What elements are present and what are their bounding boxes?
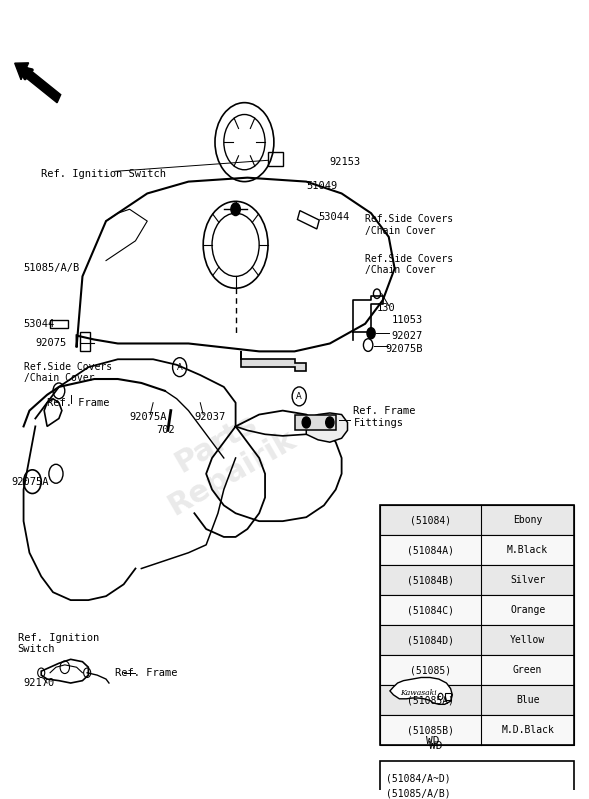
Polygon shape [77,177,395,352]
Polygon shape [294,415,336,431]
Bar [297,211,319,229]
Text: 92027: 92027 [392,331,423,340]
Text: (51084): (51084) [410,515,451,526]
Text: 92075B: 92075B [386,344,423,354]
Text: (51084A): (51084A) [407,546,454,555]
Circle shape [302,417,310,428]
Text: (51085/A/B): (51085/A/B) [386,789,451,799]
Text: 92075: 92075 [35,339,67,348]
Text: Kawasaki: Kawasaki [400,690,436,698]
Text: 130: 130 [377,303,396,313]
Text: A: A [177,363,183,372]
Bar [50,320,68,328]
Text: (51085A): (51085A) [407,695,454,706]
Circle shape [231,203,240,216]
Bar [268,152,283,166]
FancyBboxPatch shape [380,595,574,626]
Text: 11053: 11053 [392,315,423,325]
Text: 92075A: 92075A [12,477,49,487]
Polygon shape [306,413,348,442]
Text: (51085): (51085) [410,666,451,675]
Text: 92075A: 92075A [130,412,167,422]
Text: Ref. Frame
Fittings: Ref. Frame Fittings [353,406,416,427]
Text: Ref. Frame: Ref. Frame [47,398,110,407]
FancyBboxPatch shape [380,715,574,745]
Text: Ref.Side Covers
/Chain Cover: Ref.Side Covers /Chain Cover [365,254,454,276]
Text: Green: Green [513,666,542,675]
FancyBboxPatch shape [380,505,574,535]
Text: (51084B): (51084B) [407,575,454,586]
Text: WD: WD [426,736,439,745]
Text: 92153: 92153 [330,157,361,167]
Polygon shape [41,659,88,683]
Text: 92037: 92037 [194,412,226,422]
Text: 53044: 53044 [24,319,55,328]
Text: Blue: Blue [516,695,540,706]
Text: 92170: 92170 [24,678,55,688]
Text: Ref. Ignition Switch: Ref. Ignition Switch [41,169,166,179]
FancyBboxPatch shape [380,566,574,595]
Text: 53044: 53044 [318,213,349,222]
Text: WD: WD [429,741,442,751]
FancyArrow shape [15,63,61,103]
Text: Ref.Side Covers
/Chain Cover: Ref.Side Covers /Chain Cover [365,214,454,236]
Text: 51085/A/B: 51085/A/B [24,264,80,273]
Text: Silver: Silver [510,575,545,586]
Text: (51084C): (51084C) [407,606,454,615]
Text: 702: 702 [156,425,175,435]
Polygon shape [44,399,62,427]
FancyBboxPatch shape [380,686,574,715]
Text: Ref.Side Covers
/Chain Cover: Ref.Side Covers /Chain Cover [24,362,112,384]
Text: 51049: 51049 [306,181,337,190]
Text: A: A [296,392,302,401]
Circle shape [326,417,334,428]
Text: Yellow: Yellow [510,635,545,646]
Text: Ref. Frame: Ref. Frame [115,668,177,678]
FancyBboxPatch shape [380,535,574,566]
FancyBboxPatch shape [380,655,574,686]
Text: (51084/A~D): (51084/A~D) [386,773,451,783]
Polygon shape [241,352,306,371]
FancyBboxPatch shape [380,761,574,799]
Text: (51084D): (51084D) [407,635,454,646]
Text: Ref. Ignition
Switch: Ref. Ignition Switch [18,633,99,654]
Text: M.D.Black: M.D.Black [501,725,554,735]
Text: Ebony: Ebony [513,515,542,526]
Text: Parts
Repairik: Parts Repairik [147,396,301,521]
Bar [445,694,451,700]
Polygon shape [390,678,452,705]
Text: M.Black: M.Black [507,546,548,555]
Bar [80,332,90,352]
FancyBboxPatch shape [380,626,574,655]
Text: (51085B): (51085B) [407,725,454,735]
Text: Orange: Orange [510,606,545,615]
Circle shape [367,328,375,339]
